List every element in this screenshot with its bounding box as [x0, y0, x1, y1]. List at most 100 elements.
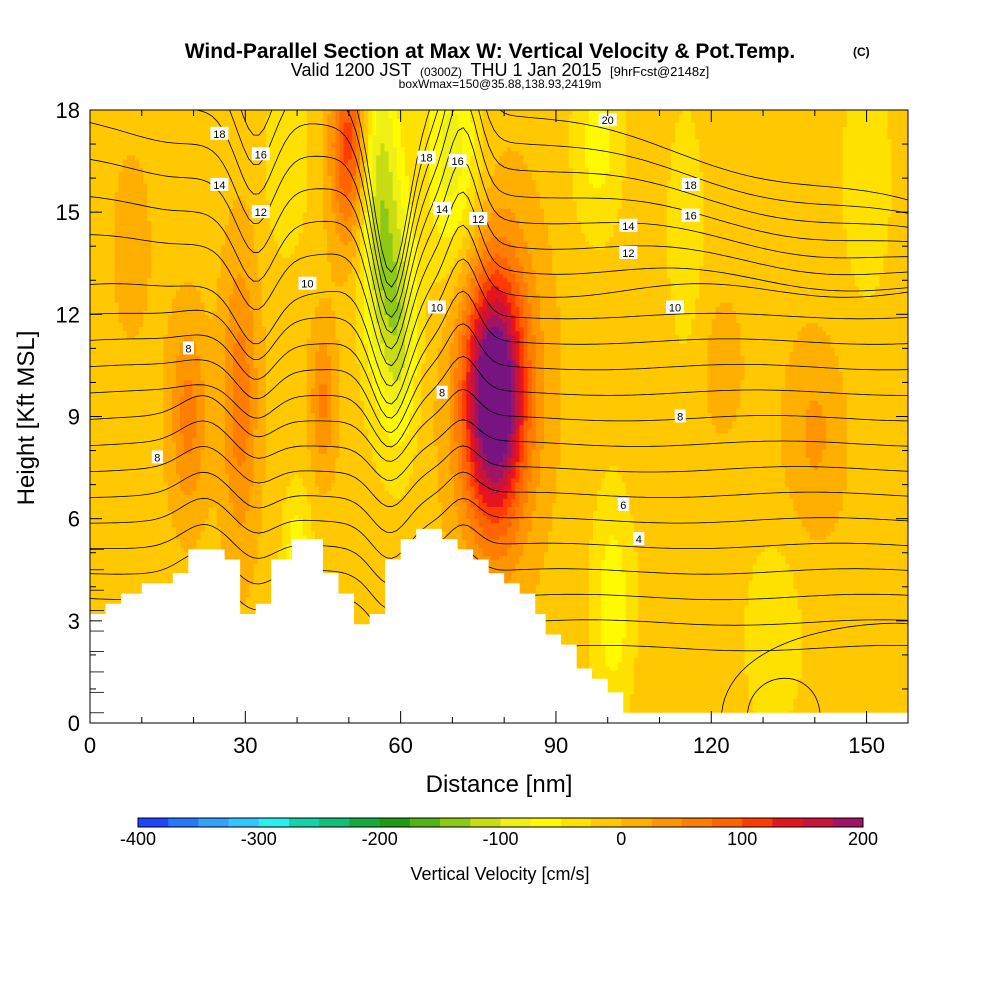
velocity-cell [515, 367, 521, 373]
velocity-cell [474, 563, 516, 569]
velocity-cell [257, 412, 267, 418]
velocity-cell [90, 257, 116, 262]
velocity-cell [556, 293, 672, 299]
velocity-cell [237, 338, 247, 344]
velocity-cell [184, 432, 197, 438]
velocity-cell [265, 359, 308, 364]
velocity-cell [523, 424, 533, 430]
velocity-cell [462, 449, 467, 454]
velocity-cell [560, 428, 717, 434]
velocity-cell [466, 428, 471, 434]
velocity-cell [314, 371, 332, 377]
velocity-cell [474, 334, 484, 340]
velocity-cell [572, 110, 590, 115]
velocity-cell [409, 481, 439, 487]
velocity-cell [535, 445, 545, 450]
velocity-cell [482, 130, 570, 136]
velocity-cell [441, 175, 459, 181]
velocity-cell [486, 277, 508, 283]
velocity-cell [351, 228, 357, 234]
velocity-cell [462, 494, 471, 499]
velocity-cell [887, 220, 908, 226]
velocity-cell [515, 326, 525, 332]
velocity-cell [801, 620, 908, 626]
velocity-cell [691, 318, 713, 324]
velocity-cell [842, 183, 893, 189]
velocity-cell [482, 159, 500, 164]
velocity-cell [601, 624, 627, 630]
velocity-cell [229, 579, 255, 585]
velocity-cell [314, 359, 332, 364]
velocity-cell [90, 150, 267, 156]
velocity-cell [90, 138, 267, 144]
velocity-cell [478, 261, 488, 266]
velocity-cell [331, 179, 336, 185]
velocity-cell [523, 396, 529, 401]
velocity-cell [519, 289, 529, 295]
velocity-cell [842, 195, 893, 201]
velocity-cell [707, 347, 741, 352]
velocity-cell [306, 404, 312, 409]
velocity-cell [413, 330, 418, 336]
velocity-cell [392, 232, 402, 238]
velocity-cell [568, 122, 586, 127]
velocity-cell [801, 612, 908, 618]
velocity-cell [535, 371, 545, 377]
velocity-cell [474, 302, 484, 307]
velocity-cell [224, 363, 234, 369]
velocity-cell [306, 396, 312, 401]
velocity-cell [503, 334, 512, 340]
velocity-cell [621, 473, 786, 479]
velocity-cell [695, 306, 717, 311]
velocity-cell [482, 163, 496, 168]
velocity-cell [707, 367, 745, 373]
velocity-cell [543, 212, 578, 217]
velocity-cell [560, 453, 782, 458]
velocity-cell [666, 257, 705, 262]
velocity-cell [454, 502, 467, 508]
velocity-cell [478, 428, 512, 434]
velocity-cell [233, 453, 247, 458]
velocity-cell [220, 261, 259, 266]
velocity-cell [490, 490, 500, 495]
velocity-cell [421, 379, 439, 385]
velocity-cell [621, 649, 639, 655]
velocity-cell [458, 281, 467, 287]
velocity-cell [163, 391, 173, 397]
velocity-cell [543, 338, 561, 344]
velocity-cell [355, 167, 361, 172]
theta-isoline [90, 159, 908, 350]
velocity-cell [625, 118, 680, 123]
velocity-cell [466, 367, 471, 373]
velocity-cell [327, 154, 336, 160]
velocity-cell [425, 355, 439, 360]
velocity-cell [458, 465, 463, 471]
velocity-cell [670, 159, 701, 164]
velocity-cell [891, 208, 908, 213]
velocity-cell [789, 494, 844, 499]
velocity-cell [196, 432, 206, 438]
velocity-cell [179, 481, 197, 487]
velocity-cell [527, 163, 570, 168]
velocity-cell [527, 322, 533, 328]
velocity-cell [437, 224, 459, 230]
velocity-cell [167, 330, 226, 336]
velocity-cell [732, 302, 908, 307]
colorbar-bin [168, 818, 199, 827]
velocity-cell [404, 228, 414, 234]
velocity-cell [666, 224, 705, 230]
y-tick-label: 9 [68, 405, 80, 430]
velocity-cell [523, 236, 549, 242]
velocity-cell [822, 412, 848, 418]
velocity-cell [474, 416, 480, 422]
velocity-cell [454, 408, 459, 414]
velocity-cell [466, 330, 471, 336]
velocity-cell [621, 191, 668, 197]
velocity-cell [364, 187, 369, 193]
velocity-cell [527, 326, 533, 332]
velocity-cell [204, 428, 226, 434]
velocity-cell [380, 277, 398, 283]
velocity-cell [809, 535, 827, 540]
velocity-cell [355, 338, 365, 344]
velocity-cell [417, 318, 426, 324]
